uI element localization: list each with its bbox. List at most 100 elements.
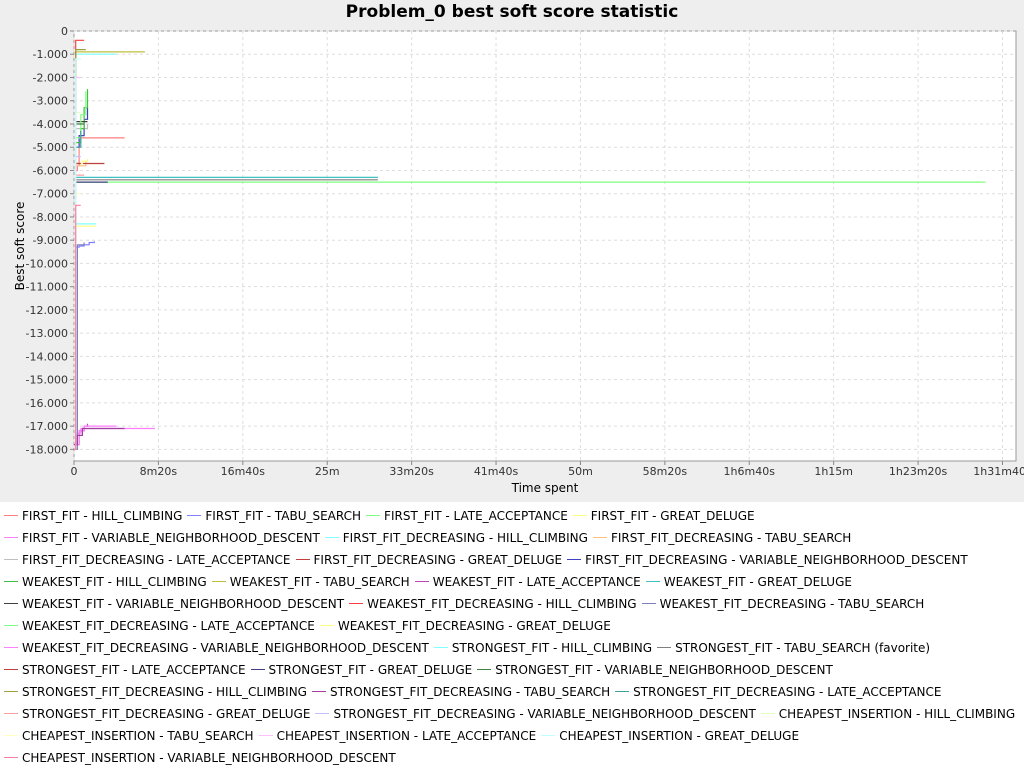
legend-swatch (4, 669, 18, 670)
legend-label: CHEAPEST_INSERTION - TABU_SEARCH (22, 729, 254, 743)
legend-swatch (187, 515, 202, 516)
legend-label: WEAKEST_FIT - LATE_ACCEPTANCE (432, 575, 641, 589)
x-tick-label: 0 (71, 465, 78, 478)
y-tick-label: -9.000 (33, 234, 68, 247)
tick-labels: 0 -1.000 -2.000 -3.000 -4.000 -5.000 -6.000 -7.… (26, 25, 1024, 478)
legend-item: CHEAPEST_INSERTION - GREAT_DELUGE (541, 725, 799, 747)
y-tick-label: -18.000 (26, 443, 68, 456)
legend-row: WEAKEST_FIT_DECREASING - VARIABLE_NEIGHB… (4, 637, 1024, 659)
legend-row: STRONGEST_FIT_DECREASING - GREAT_DELUGE S… (4, 703, 1024, 725)
legend-swatch (592, 537, 607, 538)
y-tick-label: -2.000 (33, 71, 68, 84)
legend-swatch (4, 713, 18, 714)
y-tick-label: -7.000 (33, 188, 68, 201)
plot-area: 0 -1.000 -2.000 -3.000 -4.000 -5.000 -6.000 -7.… (13, 25, 1024, 495)
legend-swatch (414, 581, 429, 582)
legend: FIRST_FIT - HILL_CLIMBING FIRST_FIT - TAB… (0, 502, 1024, 768)
legend-label: FIRST_FIT_DECREASING - TABU_SEARCH (610, 531, 852, 545)
legend-swatch (324, 537, 339, 538)
legend-label: STRONGEST_FIT_DECREASING - TABU_SEARCH (329, 685, 611, 699)
legend-swatch (572, 515, 587, 516)
legend-item: WEAKEST_FIT_DECREASING - TABU_SEARCH (641, 593, 924, 615)
legend-swatch (311, 691, 326, 692)
legend-row: CHEAPEST_INSERTION - TABU_SEARCH CHEAPEST… (4, 725, 1024, 747)
x-tick-label: 41m40s (474, 465, 519, 478)
legend-item: WEAKEST_FIT_DECREASING - GREAT_DELUGE (319, 615, 611, 637)
legend-swatch (4, 647, 18, 648)
legend-item: FIRST_FIT_DECREASING - TABU_SEARCH (592, 527, 852, 549)
legend-swatch (250, 669, 265, 670)
legend-swatch (4, 757, 18, 758)
legend-swatch (657, 647, 672, 648)
legend-label: CHEAPEST_INSERTION - GREAT_DELUGE (559, 729, 800, 743)
legend-swatch (4, 537, 18, 538)
x-tick-label: 8m20s (140, 465, 178, 478)
y-tick-label: 0 (61, 25, 68, 38)
legend-row: WEAKEST_FIT - HILL_CLIMBING WEAKEST_FIT -… (4, 571, 1024, 593)
x-tick-label: 1h23m20s (889, 465, 948, 478)
legend-row: FIRST_FIT - HILL_CLIMBING FIRST_FIT - TAB… (4, 505, 1024, 527)
legend-item: CHEAPEST_INSERTION - TABU_SEARCH (4, 725, 254, 747)
y-axis-label: Best soft score (13, 202, 27, 291)
legend-label: WEAKEST_FIT_DECREASING - LATE_ACCEPTANCE (22, 619, 315, 633)
legend-item: FIRST_FIT_DECREASING - LATE_ACCEPTANCE (4, 549, 291, 571)
legend-swatch (319, 625, 334, 626)
y-tick-label: -12.000 (26, 304, 68, 317)
legend-item: STRONGEST_FIT - GREAT_DELUGE (250, 659, 472, 681)
legend-swatch (567, 559, 582, 560)
y-tick-label: -15.000 (26, 374, 68, 387)
legend-swatch (4, 515, 18, 516)
legend-swatch (4, 625, 18, 626)
legend-label: FIRST_FIT_DECREASING - VARIABLE_NEIGHBOR… (585, 553, 968, 567)
x-tick-label: 1h15m (814, 465, 853, 478)
legend-label: WEAKEST_FIT - TABU_SEARCH (229, 575, 410, 589)
plot-background (73, 30, 1017, 462)
legend-item: WEAKEST_FIT - GREAT_DELUGE (645, 571, 852, 593)
legend-row: FIRST_FIT_DECREASING - LATE_ACCEPTANCE FI… (4, 549, 1024, 571)
legend-item: STRONGEST_FIT_DECREASING - HILL_CLIMBING (4, 681, 307, 703)
legend-label: STRONGEST_FIT - LATE_ACCEPTANCE (22, 663, 246, 677)
legend-item: WEAKEST_FIT_DECREASING - VARIABLE_NEIGHB… (4, 637, 429, 659)
y-tick-label: -4.000 (33, 118, 68, 131)
legend-item: FIRST_FIT - HILL_CLIMBING (4, 505, 182, 527)
legend-item: CHEAPEST_INSERTION - VARIABLE_NEIGHBORHO… (4, 747, 396, 768)
series-lines (74, 39, 986, 450)
legend-label: WEAKEST_FIT_DECREASING - HILL_CLIMBING (367, 597, 637, 611)
legend-label: WEAKEST_FIT - HILL_CLIMBING (22, 575, 207, 589)
legend-swatch (4, 603, 18, 604)
legend-swatch (4, 559, 18, 560)
legend-label: FIRST_FIT_DECREASING - LATE_ACCEPTANCE (22, 553, 291, 567)
legend-swatch (541, 735, 556, 736)
legend-label: STRONGEST_FIT_DECREASING - LATE_ACCEPTAN… (633, 685, 942, 699)
legend-label: FIRST_FIT - GREAT_DELUGE (590, 509, 755, 523)
x-tick-label: 1h31m40s (973, 465, 1024, 478)
x-axis-label: Time spent (511, 481, 579, 495)
legend-label: FIRST_FIT_DECREASING - HILL_CLIMBING (342, 531, 588, 545)
legend-item: STRONGEST_FIT - HILL_CLIMBING (433, 637, 653, 659)
y-tick-label: -1.000 (33, 48, 68, 61)
legend-item: FIRST_FIT_DECREASING - VARIABLE_NEIGHBOR… (567, 549, 968, 571)
legend-item: STRONGEST_FIT_DECREASING - VARIABLE_NEIG… (315, 703, 756, 725)
legend-label: FIRST_FIT - LATE_ACCEPTANCE (384, 509, 568, 523)
legend-swatch (295, 559, 310, 560)
legend-label: CHEAPEST_INSERTION - HILL_CLIMBING (778, 707, 1016, 721)
legend-item: FIRST_FIT - LATE_ACCEPTANCE (366, 505, 568, 527)
x-tick-label: 1h6m40s (724, 465, 776, 478)
x-tick-label: 50m (568, 465, 593, 478)
x-tick-label: 25m (315, 465, 340, 478)
legend-label: STRONGEST_FIT_DECREASING - HILL_CLIMBING (22, 685, 307, 699)
y-tick-label: -5.000 (33, 141, 68, 154)
legend-item: WEAKEST_FIT - LATE_ACCEPTANCE (414, 571, 641, 593)
legend-item: FIRST_FIT - VARIABLE_NEIGHBORHOOD_DESCEN… (4, 527, 320, 549)
y-tick-label: -13.000 (26, 327, 68, 340)
series-line-20 (74, 425, 117, 446)
legend-label: STRONGEST_FIT - HILL_CLIMBING (451, 641, 653, 655)
legend-swatch (641, 603, 656, 604)
legend-swatch (366, 515, 381, 516)
legend-label: FIRST_FIT - HILL_CLIMBING (22, 509, 183, 523)
y-tick-label: -16.000 (26, 397, 68, 410)
legend-label: WEAKEST_FIT - GREAT_DELUGE (663, 575, 852, 589)
y-tick-label: -14.000 (26, 350, 68, 363)
legend-label: STRONGEST_FIT - TABU_SEARCH (favorite) (675, 641, 931, 655)
legend-label: FIRST_FIT_DECREASING - GREAT_DELUGE (313, 553, 563, 567)
